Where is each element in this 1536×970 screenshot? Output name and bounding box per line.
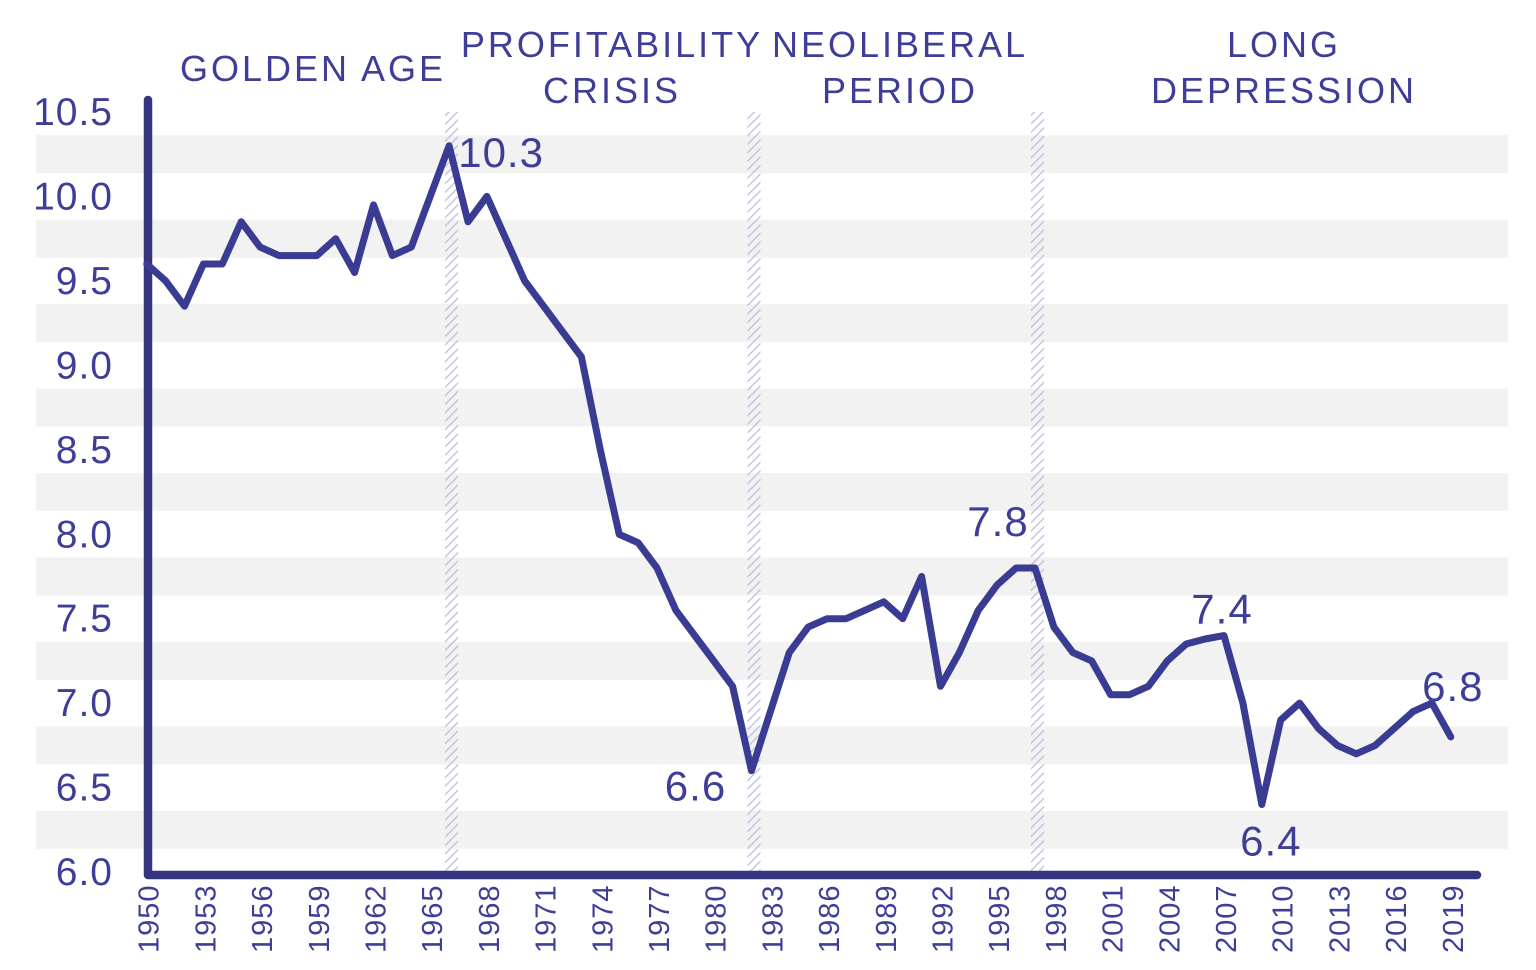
y-tick-label: 9.0: [56, 344, 113, 387]
x-tick-label: 1962: [361, 884, 393, 953]
y-tick-label: 10.5: [33, 91, 113, 134]
period-label-line: PERIOD: [821, 70, 979, 111]
period-label-golden-age: GOLDEN AGE: [180, 46, 446, 92]
data-point-label: 6.8: [1422, 663, 1483, 710]
data-point-label: 10.3: [458, 129, 544, 176]
axes: [143, 95, 1482, 880]
y-tick-label: 8.5: [56, 429, 113, 472]
x-tick-label: 1971: [531, 884, 563, 953]
data-point-label: 7.4: [1191, 586, 1252, 633]
x-tick-label: 1998: [1041, 884, 1073, 953]
x-tick-label: 1956: [247, 884, 279, 953]
period-label-profitability-crisis: PROFITABILITY CRISIS: [461, 22, 763, 114]
data-point-label: 6.4: [1240, 818, 1301, 865]
y-tick-label: 9.5: [56, 260, 113, 303]
x-tick-label: 2004: [1154, 884, 1186, 953]
x-tick-label: 1989: [871, 884, 903, 953]
period-divider: [445, 112, 459, 872]
x-tick-label: 1986: [814, 884, 846, 953]
x-tick-label: 1968: [474, 884, 506, 953]
y-tick-label: 7.5: [56, 598, 113, 641]
grid-band: [36, 388, 1508, 427]
x-tick-label: 2010: [1268, 884, 1300, 953]
x-tick-label: 1974: [587, 884, 619, 953]
period-label-long-depression: LONG DEPRESSION: [1151, 22, 1417, 114]
grid-band: [36, 810, 1508, 849]
period-divider: [1031, 112, 1044, 872]
x-tick-label: 2001: [1098, 884, 1130, 953]
x-tick-label: 1995: [984, 884, 1016, 953]
x-tick-label: 1983: [757, 884, 789, 953]
x-tick-label: 2019: [1438, 884, 1470, 953]
grid-band: [36, 726, 1508, 765]
x-tick-label: 1977: [644, 884, 676, 953]
data-point-label: 7.8: [967, 498, 1028, 545]
period-label-line: GOLDEN AGE: [179, 48, 447, 89]
x-tick-label: 1965: [417, 884, 449, 953]
profit-rate-line: [143, 142, 1455, 808]
period-label-line: PROFITABILITY: [460, 24, 764, 65]
grid-band: [36, 304, 1508, 343]
y-tick-label: 6.0: [56, 851, 113, 894]
x-tick-label: 2007: [1211, 884, 1243, 953]
period-divider: [747, 112, 761, 872]
x-tick-label: 1980: [701, 884, 733, 953]
y-tick-label: 7.0: [56, 682, 113, 725]
grid-band: [36, 473, 1508, 511]
period-label-line: LONG: [1226, 24, 1342, 65]
y-tick-label: 10.0: [33, 175, 113, 218]
period-label-line: CRISIS: [542, 70, 682, 111]
period-label-neoliberal-period: NEOLIBERAL PERIOD: [772, 22, 1028, 114]
y-tick-label: 6.5: [56, 767, 113, 810]
grid-band: [36, 557, 1508, 596]
data-point-label: 6.6: [665, 763, 726, 810]
x-tick-label: 1992: [928, 884, 960, 953]
y-tick-label: 8.0: [56, 513, 113, 556]
x-tick-label: 1950: [134, 884, 166, 953]
x-tick-label: 1959: [304, 884, 336, 953]
grid-band: [36, 641, 1508, 680]
period-label-line: NEOLIBERAL: [771, 24, 1029, 65]
x-tick-label: 1953: [190, 884, 222, 953]
grid-band: [36, 219, 1508, 258]
period-label-line: DEPRESSION: [1150, 70, 1418, 111]
x-tick-label: 2016: [1381, 884, 1413, 953]
x-tick-label: 2013: [1324, 884, 1356, 953]
grid-band: [36, 135, 1508, 174]
